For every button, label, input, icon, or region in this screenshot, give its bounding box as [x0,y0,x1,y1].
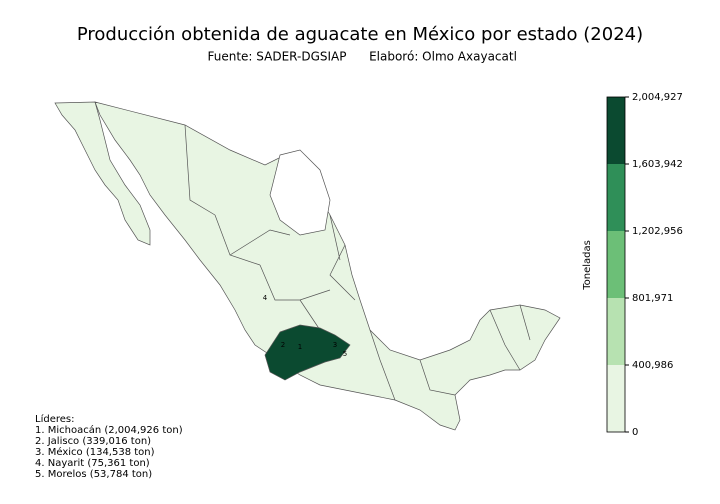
map-label: 1 [298,343,302,351]
colorbar-tick-label: 400,986 [632,360,673,371]
colorbar-tick-label: 1,603,942 [632,159,683,170]
state-borders [184,124,531,401]
colorbar-segment [607,97,625,164]
map-label: 2 [281,341,285,349]
leader-item: 5. Morelos (53,784 ton) [35,469,152,480]
colorbar-segment [607,163,625,232]
map-label: 5 [343,350,347,358]
leader-item: 2. Jalisco (339,016 ton) [35,436,151,447]
no-data-state [269,149,331,236]
colorbar-tick-label: 1,202,956 [632,226,683,237]
colorbar-tick-label: 0 [632,427,638,438]
leader-item: 1. Michoacán (2,004,926 ton) [35,424,183,436]
leader-item: 4. Nayarit (75,361 ton) [35,458,150,469]
colorbar-tick-label: 2,004,927 [632,92,683,103]
map [54,101,561,431]
map-label: 3 [333,341,337,349]
author: Elaboró: Olmo Axayacatl [369,50,517,64]
map-label: 4 [263,294,268,302]
baja-california [54,101,151,246]
colorbar-segment [607,231,625,298]
colorbar-segment [607,297,625,365]
source: Fuente: SADER-DGSIAP [208,50,347,64]
mainland [94,101,561,431]
colorbar-tick-label: 801,971 [632,293,673,304]
state [264,324,351,381]
title: Producción obtenida de aguacate en Méxic… [77,24,643,45]
leaders-title: Líderes: [35,413,74,425]
colorbar-frame [606,96,626,433]
colorbar-segment [607,364,625,432]
colorbar-label: Toneladas [582,240,593,291]
leader-item: 3. México (134,538 ton) [35,446,155,458]
